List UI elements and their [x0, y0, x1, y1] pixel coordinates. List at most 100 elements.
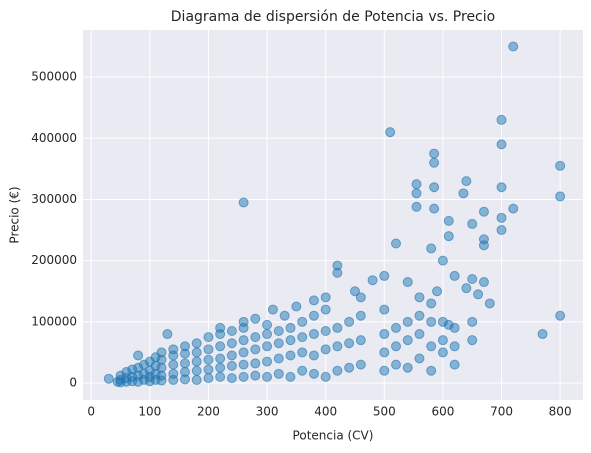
scatter-point [426, 316, 437, 327]
scatter-point [273, 338, 284, 349]
x-tick-label: 500 [373, 405, 396, 419]
scatter-point [215, 371, 226, 382]
scatter-point [156, 347, 167, 358]
scatter-point [297, 347, 308, 358]
scatter-point [191, 338, 202, 349]
x-tick-label: 400 [314, 405, 337, 419]
scatter-point [267, 304, 278, 315]
scatter-point [308, 329, 319, 340]
scatter-point [344, 362, 355, 373]
scatter-point [429, 148, 440, 159]
scatter-point [203, 364, 214, 375]
scatter-point [238, 197, 249, 208]
scatter-point [355, 335, 366, 346]
scatter-point [250, 344, 261, 355]
scatter-point [308, 368, 319, 379]
scatter-point [285, 350, 296, 361]
y-tick-label: 300000 [31, 192, 77, 206]
scatter-point [262, 329, 273, 340]
scatter-point [168, 368, 179, 379]
scatter-point [215, 362, 226, 373]
scatter-point [203, 373, 214, 384]
scatter-point [379, 347, 390, 358]
scatter-point [555, 160, 566, 171]
scatter-point [437, 347, 448, 358]
scatter-point [250, 358, 261, 369]
scatter-point [320, 344, 331, 355]
scatter-point [226, 360, 237, 371]
scatter-point [250, 313, 261, 324]
scatter-point [355, 292, 366, 303]
scatter-point [308, 350, 319, 361]
scatter-point [355, 359, 366, 370]
scatter-point [443, 215, 454, 226]
scatter-point [484, 298, 495, 309]
scatter-point [385, 127, 396, 138]
scatter-point [226, 350, 237, 361]
x-tick-label: 0 [87, 405, 95, 419]
scatter-point [215, 341, 226, 352]
scatter-point [308, 295, 319, 306]
scatter-point [414, 310, 425, 321]
scatter-point [191, 347, 202, 358]
scatter-point [467, 316, 478, 327]
scatter-point [379, 329, 390, 340]
scatter-point [496, 139, 507, 150]
scatter-point [285, 371, 296, 382]
scatter-point [179, 341, 190, 352]
scatter-point [429, 157, 440, 168]
scatter-point [411, 188, 422, 199]
scatter-point [238, 371, 249, 382]
y-tick-label: 0 [69, 375, 77, 389]
x-tick-label: 300 [256, 405, 279, 419]
chart-title: Diagrama de dispersión de Potencia vs. P… [171, 9, 495, 25]
scatter-point [191, 365, 202, 376]
scatter-point [391, 341, 402, 352]
scatter-point [203, 332, 214, 343]
scatter-point [262, 319, 273, 330]
scatter-point [508, 203, 519, 214]
scatter-point [291, 301, 302, 312]
scatter-point [411, 179, 422, 190]
scatter-point [437, 335, 448, 346]
scatter-point [285, 335, 296, 346]
scatter-point [437, 255, 448, 266]
scatter-point [332, 322, 343, 333]
scatter-point [429, 182, 440, 193]
scatter-point [226, 338, 237, 349]
scatter-point [449, 270, 460, 281]
scatter-point [467, 273, 478, 284]
scatter-point [262, 356, 273, 367]
scatter-point [461, 176, 472, 187]
x-tick-label: 800 [549, 405, 572, 419]
scatter-point [458, 188, 469, 199]
x-tick-label: 200 [197, 405, 220, 419]
scatter-point [162, 329, 173, 340]
scatter-point [391, 359, 402, 370]
y-axis-label: Precio (€) [8, 186, 22, 243]
scatter-point [332, 267, 343, 278]
scatter-point [402, 277, 413, 288]
scatter-point [103, 373, 114, 384]
scatter-point [297, 332, 308, 343]
scatter-point [402, 335, 413, 346]
y-tick-label: 500000 [31, 70, 77, 84]
scatter-point [478, 206, 489, 217]
scatter-point [555, 310, 566, 321]
scatter-point [432, 286, 443, 297]
scatter-point [461, 283, 472, 294]
scatter-point [215, 353, 226, 364]
scatter-point [203, 344, 214, 355]
scatter-point [285, 322, 296, 333]
scatter-point [332, 341, 343, 352]
scatter-point [320, 304, 331, 315]
scatter-point [411, 201, 422, 212]
scatter-point [191, 374, 202, 385]
scatter-point [355, 310, 366, 321]
scatter-point [349, 286, 360, 297]
scatter-point [443, 231, 454, 242]
scatter-point [273, 325, 284, 336]
scatter-point [320, 325, 331, 336]
scatter-point [496, 114, 507, 125]
scatter-point [273, 368, 284, 379]
